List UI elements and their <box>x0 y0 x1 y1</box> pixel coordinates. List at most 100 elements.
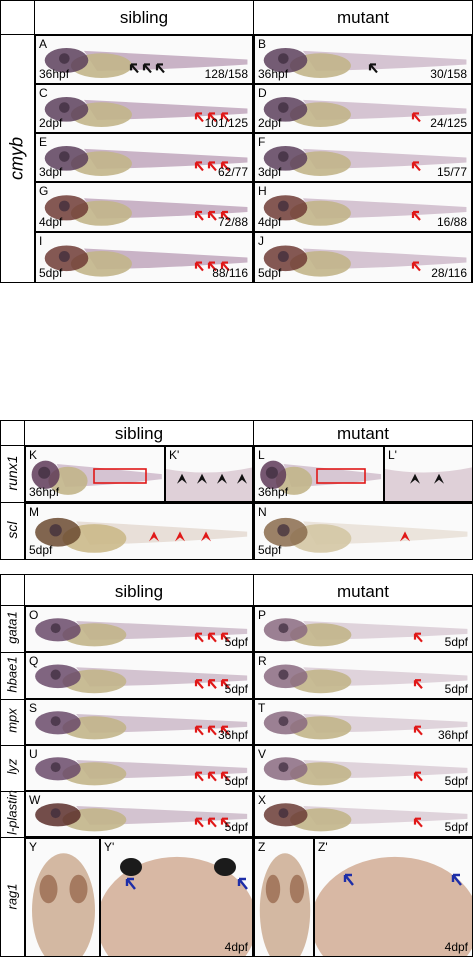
eye-shape <box>278 53 289 64</box>
panel-G: G 4dpf 72/88 <box>35 182 253 232</box>
black-arrow-icon <box>142 63 152 74</box>
embryo-figure <box>44 96 248 127</box>
stage-label: 5dpf <box>444 635 468 649</box>
embryo-figure <box>44 245 248 277</box>
red-arrow-icon <box>413 725 423 736</box>
red-arrow-icon <box>411 112 421 123</box>
panel-L-prime: L' <box>384 446 473 502</box>
embryo-image <box>35 803 248 832</box>
panel-S: S 36hpf <box>25 699 253 745</box>
red-arrow-icon <box>194 817 204 828</box>
embryo-figure <box>263 96 467 127</box>
red-arrow-icon <box>207 261 217 272</box>
stage-label: 3dpf <box>39 165 63 179</box>
thymus-signal <box>120 858 142 876</box>
black-arrowhead-icon <box>177 473 187 484</box>
eye-shape <box>58 250 70 262</box>
red-arrow-icon <box>207 771 217 782</box>
stage-label: 5dpf <box>224 774 248 788</box>
embryo-image <box>263 195 467 226</box>
embryo-figure <box>35 664 248 694</box>
eye-shape <box>277 524 290 537</box>
embryo-count: 16/88 <box>436 215 467 229</box>
eye-shape <box>278 102 289 113</box>
panel-C: C 2dpf 101/125 <box>35 84 253 133</box>
eye-shape <box>289 874 305 904</box>
embryo-count: 128/158 <box>204 67 248 81</box>
red-arrow-icon <box>194 771 204 782</box>
black-arrowhead-icon <box>217 473 227 484</box>
divider <box>0 605 473 606</box>
black-arrowhead-icon <box>197 473 207 484</box>
eye-shape <box>58 200 70 212</box>
region-box <box>93 468 147 484</box>
divider <box>24 574 25 957</box>
red-arrow-icon <box>411 261 421 272</box>
panel-label: K' <box>169 448 180 462</box>
eye-shape <box>278 623 289 634</box>
red-arrow-icon <box>220 679 230 689</box>
embryo-figure <box>263 711 468 740</box>
embryo-image <box>263 145 467 176</box>
red-arrowhead-icon <box>149 531 159 542</box>
stage-label: 5dpf <box>444 820 468 834</box>
panel-J: J 5dpf 28/116 <box>254 232 472 283</box>
embryo-count: 62/77 <box>217 165 248 179</box>
embryo-image <box>263 47 467 78</box>
embryo-figure <box>263 618 468 647</box>
panel-label: W <box>29 793 41 807</box>
panel-label: I <box>39 234 43 248</box>
embryo-count: 101/125 <box>204 116 248 130</box>
panel-label: V <box>258 747 267 761</box>
eye-shape <box>39 874 58 904</box>
red-arrow-icon <box>413 679 423 689</box>
embryo-figure <box>385 467 472 501</box>
embryo-figure <box>263 803 468 832</box>
stage-label: 4dpf <box>444 940 468 954</box>
column-header-sibling: sibling <box>114 424 164 443</box>
panel-label: U <box>29 747 38 761</box>
stage-label: 36hpf <box>258 485 289 499</box>
stage-label: 5dpf <box>258 543 282 557</box>
stage-label: 5dpf <box>224 635 248 649</box>
eye-shape <box>265 466 278 479</box>
panel-I: I 5dpf 88/116 <box>35 232 253 283</box>
black-arrow-icon <box>155 63 165 74</box>
gene-label-gata1: gata1 <box>4 611 20 644</box>
eye-shape <box>59 151 70 162</box>
red-arrow-icon <box>194 679 204 689</box>
embryo-figure <box>260 460 382 495</box>
panel-T: T 36hpf <box>254 699 473 745</box>
stage-label: 5dpf <box>39 266 63 280</box>
gene-label-runx1: runx1 <box>4 455 20 491</box>
stage-label: 2dpf <box>39 116 63 130</box>
panel-E: E 3dpf 62/77 <box>35 133 253 182</box>
eye-shape <box>278 808 289 819</box>
stage-label: 4dpf <box>39 215 63 229</box>
eye-shape <box>277 200 289 212</box>
embryo-image <box>31 460 162 495</box>
panel-label: J <box>258 234 264 248</box>
stage-label: 4dpf <box>258 215 282 229</box>
panel-Y: Y <box>25 838 100 957</box>
red-arrow-icon <box>194 725 204 736</box>
eye-shape <box>50 669 61 680</box>
panel-L: L 36hpf <box>254 446 384 502</box>
embryo-figure <box>263 517 468 553</box>
blue-arrow-icon <box>237 877 248 890</box>
stage-label: 3dpf <box>258 165 282 179</box>
gene-label-cmyb: cmyb <box>6 137 27 181</box>
panel-U: U 5dpf <box>25 745 253 791</box>
column-header-mutant: mutant <box>337 8 389 27</box>
embryo-figure <box>35 803 248 832</box>
eye-shape <box>59 53 70 64</box>
embryo-image <box>263 803 468 832</box>
head-dorsal-view <box>32 853 95 956</box>
embryo-figure <box>44 145 248 176</box>
red-arrow-icon <box>220 817 230 828</box>
embryo-figure <box>166 467 252 501</box>
embryo-count: 15/77 <box>436 165 467 179</box>
black-arrowhead-icon <box>410 473 420 484</box>
embryo-image <box>263 245 467 277</box>
eye-shape <box>50 808 61 819</box>
